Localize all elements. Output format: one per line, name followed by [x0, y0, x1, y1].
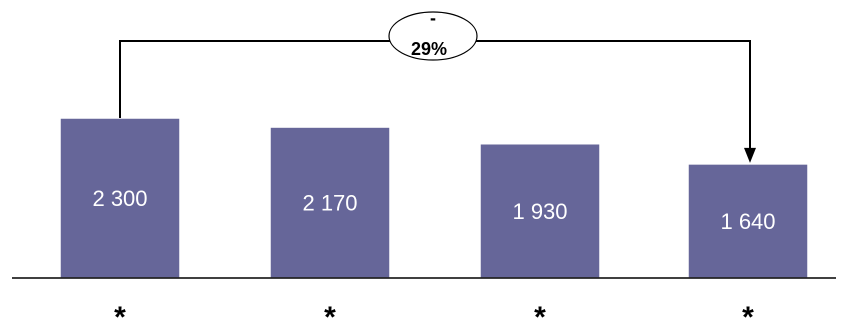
change-annotation: - 29%	[119, 8, 756, 163]
change-label-ellipse	[388, 11, 478, 61]
bar-value-label-2: 2 170	[302, 191, 357, 216]
bar-value-label-1: 2 300	[92, 186, 147, 211]
arrowhead-icon	[744, 147, 756, 163]
change-sign: -	[430, 8, 436, 28]
bar-2	[269, 126, 391, 279]
bar-1	[59, 117, 181, 279]
category-label-4: *	[742, 301, 754, 323]
bar-value-label-4: 1 640	[720, 209, 775, 234]
bar-value-label-3: 1 930	[512, 199, 567, 224]
category-label-3: *	[534, 301, 546, 323]
bar-3	[479, 142, 601, 279]
change-percent: 29%	[411, 39, 447, 59]
category-label-1: *	[114, 301, 126, 323]
category-label-2: *	[324, 301, 336, 323]
bars-group: 2 300 * 2 170 * 1 930 * 1 640 *	[59, 117, 809, 323]
bar-4	[687, 163, 809, 279]
